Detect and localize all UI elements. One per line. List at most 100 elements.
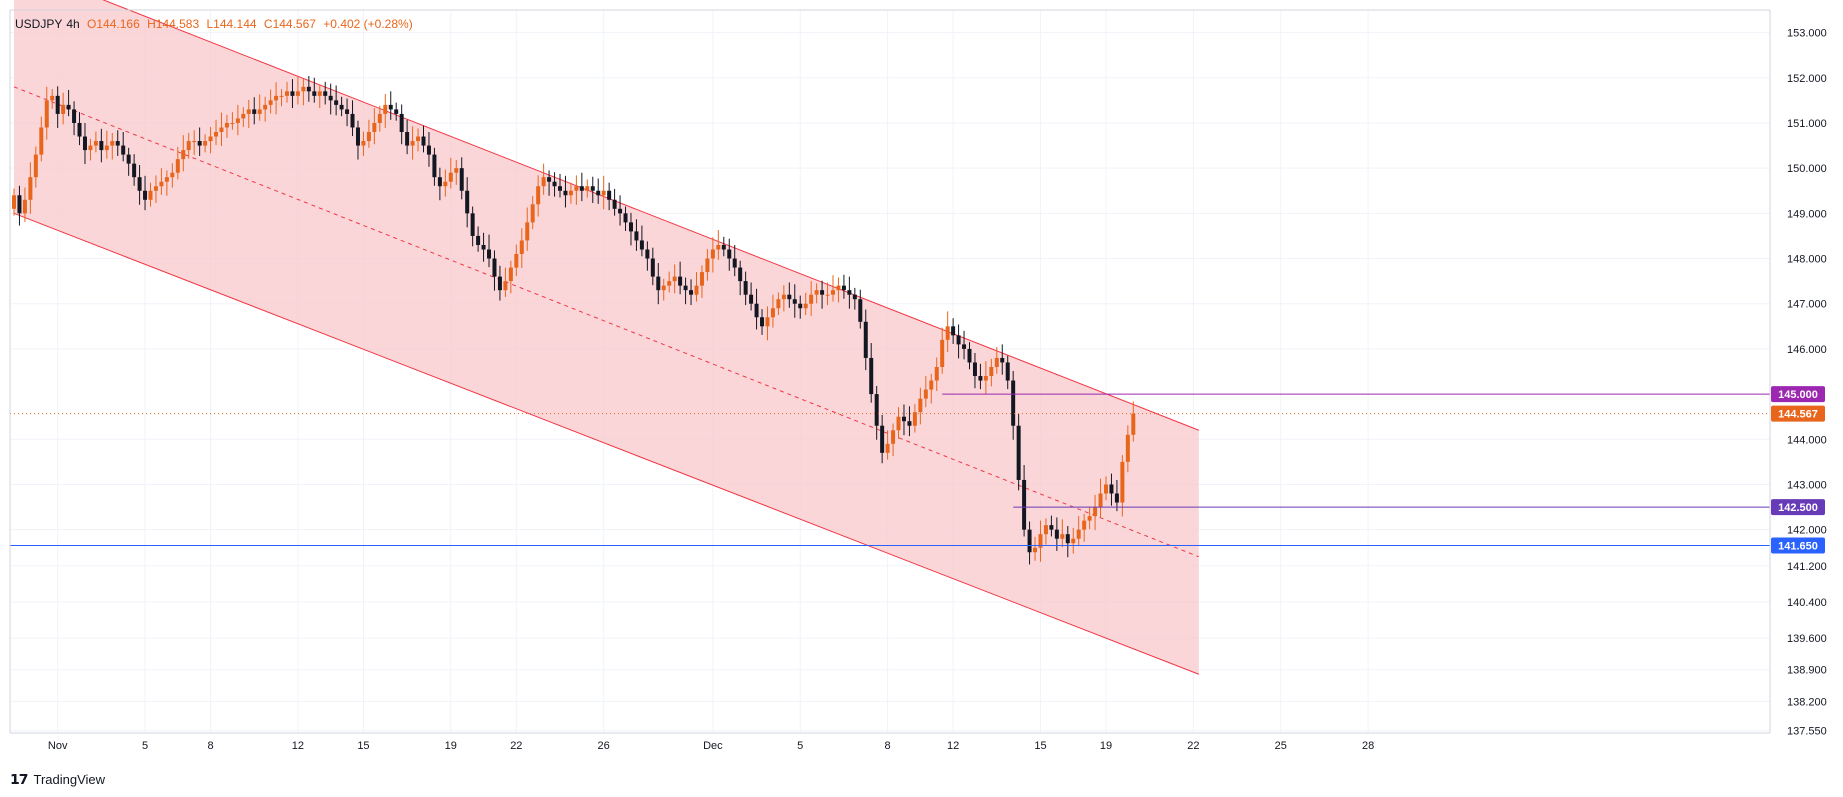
candle-body bbox=[547, 177, 552, 182]
candle-body bbox=[99, 141, 104, 151]
candle-body bbox=[44, 100, 49, 128]
candle-body bbox=[738, 267, 743, 282]
candle-body bbox=[104, 145, 109, 151]
candle-body bbox=[394, 109, 399, 114]
candle-body bbox=[1104, 484, 1108, 494]
candle-body bbox=[328, 95, 333, 101]
symbol-name[interactable]: USDJPY bbox=[15, 17, 63, 31]
candle-body bbox=[945, 326, 950, 340]
level-price-tag: 145.000 bbox=[1778, 389, 1818, 401]
candle-body bbox=[241, 113, 246, 119]
candle-body bbox=[951, 326, 956, 336]
candle-body bbox=[235, 118, 240, 123]
candle-body bbox=[388, 104, 393, 110]
candle-body bbox=[891, 430, 896, 444]
candle-body bbox=[967, 348, 972, 363]
candle-body bbox=[399, 113, 404, 133]
candle-body bbox=[1109, 484, 1114, 494]
candle-body bbox=[492, 258, 497, 277]
y-tick-label: 141.200 bbox=[1787, 561, 1827, 573]
level-price-tag-bg bbox=[1771, 537, 1825, 554]
candle-body bbox=[487, 249, 492, 259]
candle-body bbox=[536, 186, 541, 205]
candle-body bbox=[656, 276, 661, 291]
candle-body bbox=[383, 104, 388, 114]
candle-body bbox=[170, 172, 175, 178]
candle-body bbox=[585, 186, 590, 191]
candle-body bbox=[552, 181, 557, 187]
candle-body bbox=[334, 100, 339, 105]
interval-label[interactable]: 4h bbox=[66, 17, 80, 31]
candle-body bbox=[246, 109, 251, 114]
open-value: O144.166 bbox=[87, 17, 140, 31]
candle-body bbox=[918, 398, 923, 413]
x-tick-label: 28 bbox=[1362, 740, 1374, 752]
candle-body bbox=[727, 249, 732, 259]
candle-body bbox=[126, 154, 131, 164]
candle-body bbox=[841, 285, 846, 291]
candle-body bbox=[164, 177, 169, 182]
candle-body bbox=[743, 281, 748, 295]
candle-body bbox=[476, 235, 481, 245]
candle-body bbox=[716, 244, 721, 250]
candle-body bbox=[792, 299, 797, 304]
candle-body bbox=[770, 308, 775, 318]
y-tick-label: 146.000 bbox=[1787, 344, 1827, 356]
candle-body bbox=[61, 104, 66, 114]
x-tick-label: Nov bbox=[48, 740, 68, 752]
candle-body bbox=[366, 132, 371, 142]
y-tick-label: 144.000 bbox=[1787, 434, 1827, 446]
channel-fill bbox=[14, 0, 1199, 675]
candle-body bbox=[514, 254, 519, 268]
candle-body bbox=[825, 294, 830, 296]
candle-body bbox=[618, 208, 623, 214]
candle-body bbox=[1027, 529, 1032, 553]
candle-body bbox=[153, 186, 158, 191]
x-tick-label: Dec bbox=[703, 740, 723, 752]
candle-body bbox=[443, 181, 448, 187]
candle-body bbox=[678, 276, 683, 286]
candle-body bbox=[907, 421, 912, 426]
candle-body bbox=[230, 122, 235, 124]
candle-body bbox=[1114, 493, 1119, 503]
candle-body bbox=[481, 244, 486, 250]
candle-body bbox=[568, 190, 573, 196]
candle-body bbox=[672, 276, 677, 282]
candle-body bbox=[372, 122, 377, 133]
candle-body bbox=[558, 186, 562, 191]
y-tick-label: 138.900 bbox=[1787, 665, 1827, 677]
x-tick-label: 25 bbox=[1275, 740, 1287, 752]
candle-body bbox=[274, 95, 279, 101]
x-tick-label: 8 bbox=[207, 740, 213, 752]
candle-body bbox=[175, 159, 180, 173]
candle-body bbox=[503, 281, 508, 291]
candle-body bbox=[72, 109, 77, 123]
y-tick-label: 137.550 bbox=[1787, 726, 1827, 738]
brand-name: TradingView bbox=[33, 772, 106, 787]
candle-body bbox=[809, 294, 814, 304]
candle-body bbox=[923, 389, 928, 399]
candle-body bbox=[203, 141, 208, 146]
y-tick-label: 151.000 bbox=[1787, 118, 1827, 130]
tradingview-branding[interactable]: 𝟭𝟳 TradingView bbox=[10, 771, 105, 788]
x-tick-label: 12 bbox=[947, 740, 959, 752]
candle-body bbox=[93, 141, 98, 146]
y-tick-label: 147.000 bbox=[1787, 299, 1827, 311]
candle-body bbox=[279, 95, 284, 97]
candle-body bbox=[858, 299, 863, 322]
candle-body bbox=[197, 141, 202, 146]
candle-body bbox=[519, 240, 524, 255]
candle-body bbox=[290, 91, 295, 96]
candle-body bbox=[465, 190, 470, 214]
candle-body bbox=[410, 141, 415, 146]
x-tick-label: 26 bbox=[598, 740, 610, 752]
tradingview-logo-icon: 𝟭𝟳 bbox=[10, 771, 29, 787]
candle-body bbox=[1016, 425, 1021, 480]
candle-body bbox=[732, 258, 737, 268]
candle-body bbox=[88, 145, 93, 151]
y-tick-label: 148.000 bbox=[1787, 254, 1827, 266]
symbol-legend: USDJPY 4h O144.166 H144.583 L144.144 C144… bbox=[15, 17, 417, 31]
candle-body bbox=[574, 186, 579, 191]
candle-body bbox=[12, 195, 16, 209]
